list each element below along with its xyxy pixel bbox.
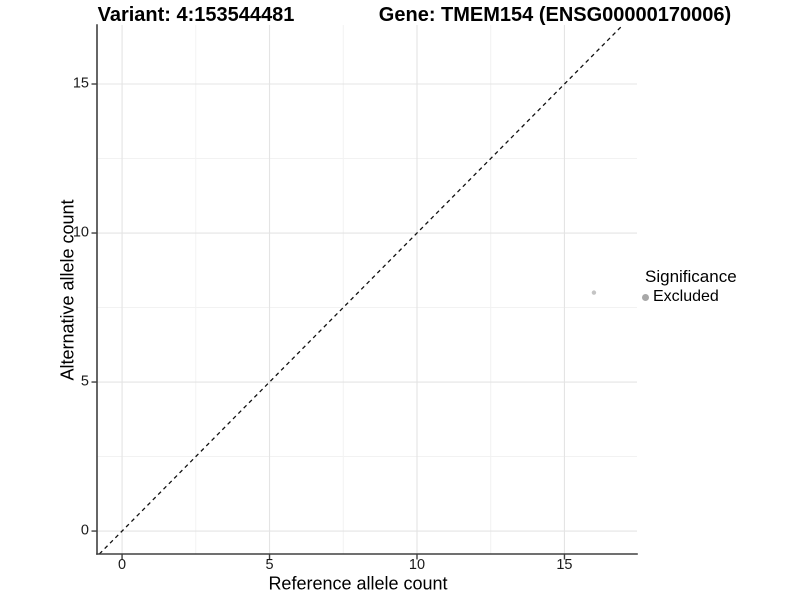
legend: Significance Excluded <box>638 266 737 306</box>
y-tick-label: 0 <box>80 522 89 539</box>
legend-item-excluded: Excluded <box>638 288 737 306</box>
legend-item-label: Excluded <box>653 288 719 305</box>
x-tick-label: 0 <box>118 557 127 573</box>
grid-minor <box>97 25 637 554</box>
y-tick-label: 5 <box>80 373 89 390</box>
y-tick-label: 15 <box>72 75 89 92</box>
series-excluded <box>591 290 597 295</box>
legend-title: Significance <box>645 267 737 286</box>
x-tick-label: 10 <box>408 557 426 573</box>
data-point <box>591 290 597 295</box>
x-tick-label: 5 <box>265 557 274 573</box>
variant-title: Variant: 4:153544481 <box>97 4 295 26</box>
x-axis-label: Reference allele count <box>268 573 448 594</box>
legend-key <box>638 289 653 305</box>
y-tick-label: 10 <box>72 224 89 241</box>
gene-title: Gene: TMEM154 (ENSG00000170006) <box>378 4 732 26</box>
axis-lines <box>96 24 638 555</box>
grid-major <box>97 25 637 554</box>
legend-point-icon <box>642 293 649 301</box>
identity-line <box>98 24 624 555</box>
axis-ticks <box>91 83 566 560</box>
x-tick-label: 15 <box>556 557 573 573</box>
